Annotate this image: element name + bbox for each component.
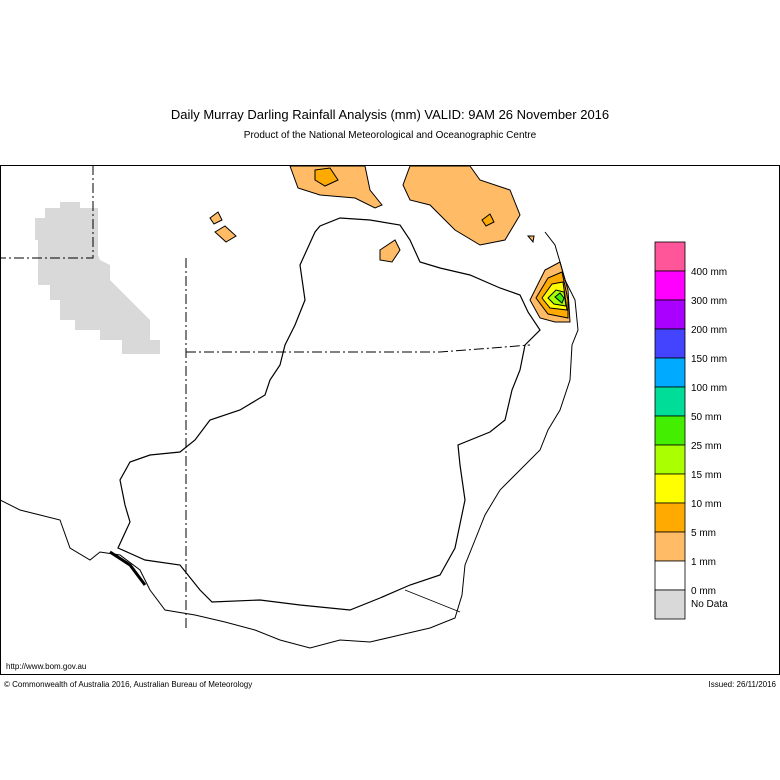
coastline [0,231,579,649]
map-title: Daily Murray Darling Rainfall Analysis (… [171,107,609,122]
legend-swatch [654,415,686,446]
map-area [0,165,780,675]
legend-swatch [654,270,686,301]
legend-swatch [654,589,686,620]
rain-5mm-area [481,213,495,227]
legend-label: 200 mm [691,325,727,336]
legend-label: 150 mm [691,354,727,365]
rain-area [289,165,383,209]
legend-label: 0 mm [691,586,716,597]
legend-label: 1 mm [691,557,716,568]
rain-area [402,165,521,246]
legend-label: No Data [691,599,728,610]
legend-label: 25 mm [691,441,722,452]
legend-label: 50 mm [691,412,722,423]
state-border [0,165,94,259]
source-url: http://www.bom.gov.au [6,662,86,671]
rain-area [209,211,223,225]
legend-swatch [654,357,686,388]
river-mouth [109,550,147,586]
basin-boundary [117,217,541,611]
legend: 400 mm 300 mm 200 mm 150 mm 100 mm 50 mm 25 mm… [654,241,728,620]
rain-area [214,225,237,243]
legend-label: 400 mm [691,267,727,278]
legend-swatch [654,299,686,330]
legend-label: 5 mm [691,528,716,539]
state-border [404,589,461,613]
legend-label: 100 mm [691,383,727,394]
rain-25mm-area [554,292,565,304]
legend-label: 10 mm [691,499,722,510]
rain-area [379,239,401,263]
legend-swatch [654,328,686,359]
map-subtitle: Product of the National Meteorological a… [244,130,537,141]
rain-5mm-area [314,167,339,187]
no-data-area [35,202,160,354]
legend-swatch [654,502,686,533]
legend-swatch [654,386,686,417]
issued-date: Issued: 26/11/2016 [709,680,777,689]
legend-swatch [654,241,686,272]
legend-label: 15 mm [691,470,722,481]
legend-swatch [654,560,686,591]
copyright: © Commonwealth of Australia 2016, Austra… [4,680,252,689]
legend-swatch [654,444,686,475]
legend-swatch [654,473,686,504]
rain-1mm-areas [209,165,571,323]
state-border [186,344,531,353]
legend-label: 300 mm [691,296,727,307]
state-borders [0,165,531,630]
rain-area [526,235,535,244]
legend-swatch [654,531,686,562]
